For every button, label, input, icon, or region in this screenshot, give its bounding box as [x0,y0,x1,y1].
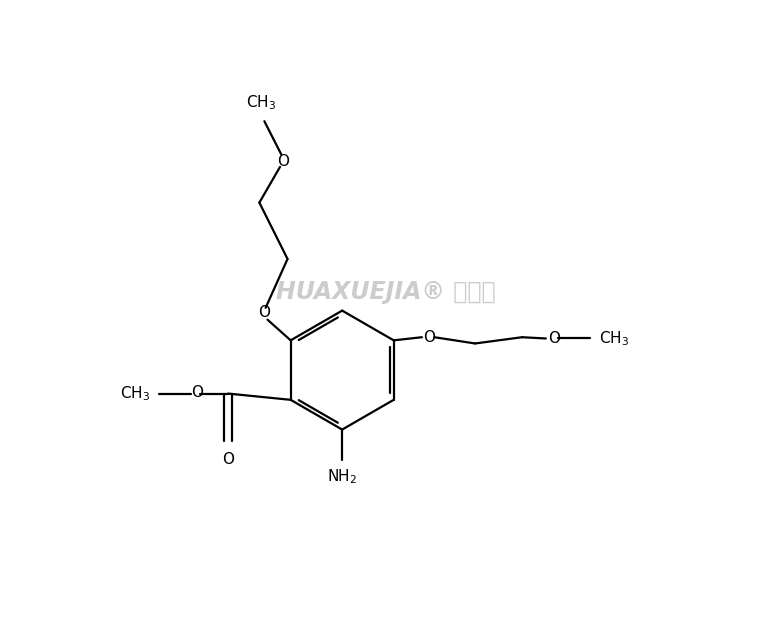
Text: O: O [548,331,560,346]
Text: O: O [277,154,290,170]
Text: NH$_2$: NH$_2$ [327,467,357,486]
Text: CH$_3$: CH$_3$ [246,93,276,112]
Text: O: O [258,305,269,319]
Text: CH$_3$: CH$_3$ [599,329,629,348]
Text: O: O [423,330,435,345]
Text: O: O [191,385,203,401]
Text: CH$_3$: CH$_3$ [120,384,150,403]
Text: HUAXUEJIA® 化学加: HUAXUEJIA® 化学加 [276,280,496,304]
Text: O: O [222,452,234,467]
